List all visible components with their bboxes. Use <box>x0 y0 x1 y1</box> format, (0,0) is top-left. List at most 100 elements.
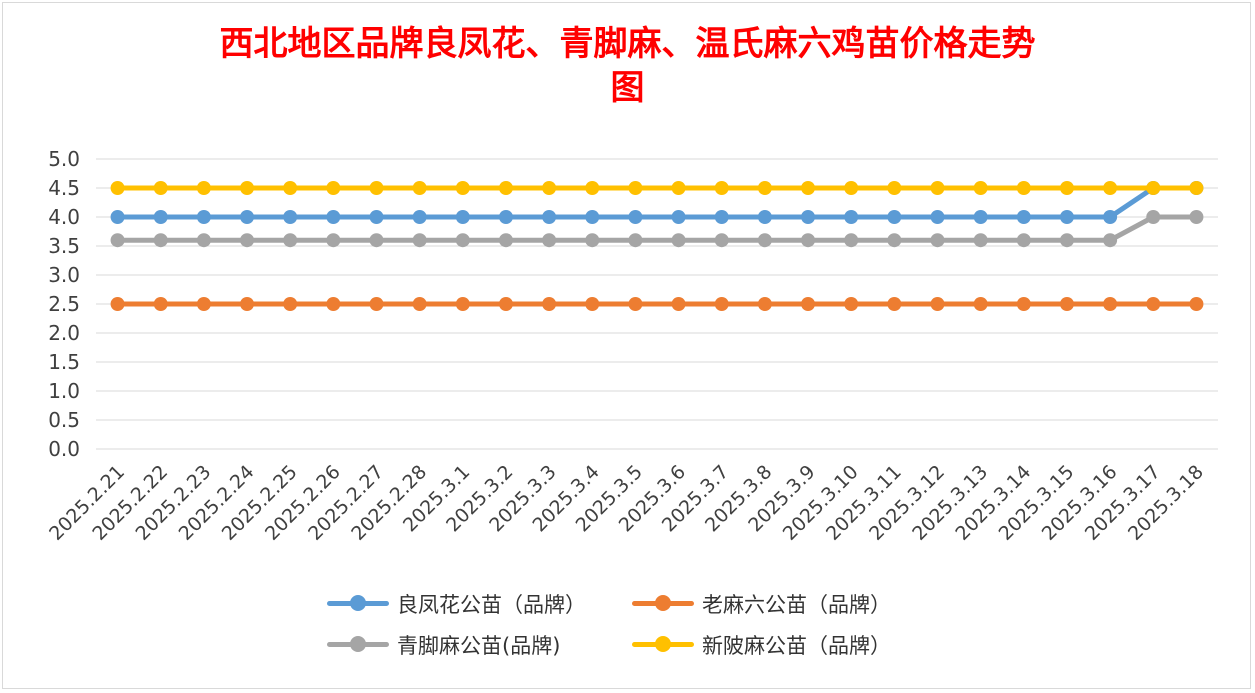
series-2-point-24 <box>1146 210 1161 224</box>
series-1-point-2 <box>196 297 211 311</box>
series-2-point-11 <box>585 233 600 248</box>
y-tick-label-1: 0.5 <box>48 408 80 432</box>
series-2-point-23 <box>1103 233 1118 248</box>
series-3-point-12 <box>628 181 643 195</box>
series-2-point-12 <box>628 233 643 248</box>
series-1-point-20 <box>973 297 988 311</box>
legend-label-series-2: 青脚麻公苗(品牌) <box>397 633 561 658</box>
series-2-point-19 <box>930 233 945 248</box>
y-tick-label-5: 2.5 <box>48 292 80 316</box>
chart-title-line-1: 西北地区品牌良凤花、青脚麻、温氏麻六鸡苗价格走势 <box>219 24 1036 64</box>
legend-label-series-1: 老麻六公苗（品牌） <box>702 592 891 617</box>
series-2-point-7 <box>412 233 427 248</box>
series-1-point-6 <box>369 297 384 311</box>
series-3-point-9 <box>498 181 513 195</box>
series-2-point-14 <box>714 233 729 248</box>
series-2-point-9 <box>498 233 513 248</box>
series-2-point-13 <box>671 233 686 248</box>
series-2-point-25 <box>1189 210 1204 224</box>
series-2-point-15 <box>757 233 772 248</box>
series-2-point-22 <box>1059 233 1074 248</box>
series-0-point-9 <box>498 210 513 224</box>
series-0-point-0 <box>110 210 125 224</box>
series-2-point-20 <box>973 233 988 248</box>
series-3-point-19 <box>930 181 945 195</box>
series-3-point-14 <box>714 181 729 195</box>
series-1-point-0 <box>110 297 125 311</box>
series-3-point-7 <box>412 181 427 195</box>
series-3-point-3 <box>240 181 255 195</box>
series-line-2 <box>115 214 1199 243</box>
legend-item-series-0[interactable]: 良凤花公苗（品牌） <box>325 590 630 617</box>
series-0-point-10 <box>542 210 557 224</box>
series-1-point-9 <box>498 297 513 311</box>
series-3-point-22 <box>1059 181 1074 195</box>
series-3-point-15 <box>757 181 772 195</box>
series-3-point-16 <box>801 181 816 195</box>
series-1-point-14 <box>714 297 729 311</box>
series-2-point-21 <box>1016 233 1031 248</box>
series-3-point-25 <box>1189 181 1204 195</box>
series-0-point-23 <box>1103 210 1118 224</box>
series-1-point-10 <box>542 297 557 311</box>
series-3-point-24 <box>1146 181 1161 195</box>
series-0-point-12 <box>628 210 643 224</box>
series-0-point-3 <box>240 210 255 224</box>
legend-swatch-series-1 <box>630 590 696 617</box>
series-3-point-0 <box>110 181 125 195</box>
series-0-point-19 <box>930 210 945 224</box>
legend-item-series-3[interactable]: 新陂麻公苗（品牌） <box>630 631 960 658</box>
series-0-point-13 <box>671 210 686 224</box>
y-tick-label-7: 3.5 <box>48 234 80 258</box>
series-1-point-3 <box>240 297 255 311</box>
series-3-point-6 <box>369 181 384 195</box>
series-1-point-18 <box>887 297 902 311</box>
series-1-point-19 <box>930 297 945 311</box>
y-tick-label-3: 1.5 <box>48 350 80 374</box>
series-0-point-5 <box>326 210 341 224</box>
series-2-point-1 <box>153 233 168 248</box>
legend-swatch-series-3 <box>630 631 696 658</box>
legend: 良凤花公苗（品牌） 老麻六公苗（品牌） 青脚麻公苗(品牌) 新陂麻公苗（品牌） <box>325 590 965 658</box>
y-tick-label-6: 3.0 <box>48 263 80 287</box>
series-1-point-21 <box>1016 297 1031 311</box>
series-1-point-1 <box>153 297 168 311</box>
series-3-point-11 <box>585 181 600 195</box>
series-3-point-21 <box>1016 181 1031 195</box>
chart-title: 西北地区品牌良凤花、青脚麻、温氏麻六鸡苗价格走势 图 <box>0 22 1255 110</box>
series-1-point-16 <box>801 297 816 311</box>
y-tick-label-9: 4.5 <box>48 176 80 200</box>
legend-label-series-0: 良凤花公苗（品牌） <box>397 592 586 617</box>
series-1-point-22 <box>1059 297 1074 311</box>
series-1-point-25 <box>1189 297 1204 311</box>
legend-item-series-2[interactable]: 青脚麻公苗(品牌) <box>325 631 630 658</box>
series-2-point-0 <box>110 233 125 248</box>
series-3-point-13 <box>671 181 686 195</box>
y-tick-label-8: 4.0 <box>48 205 80 229</box>
series-2-point-5 <box>326 233 341 248</box>
series-0-point-1 <box>153 210 168 224</box>
series-0-point-14 <box>714 210 729 224</box>
series-0-point-15 <box>757 210 772 224</box>
series-0-point-6 <box>369 210 384 224</box>
series-2-point-2 <box>196 233 211 248</box>
series-2-point-8 <box>455 233 470 248</box>
series-1-point-15 <box>757 297 772 311</box>
series-3-point-1 <box>153 181 168 195</box>
series-0-point-7 <box>412 210 427 224</box>
series-3-point-8 <box>455 181 470 195</box>
series-2-point-3 <box>240 233 255 248</box>
series-0-point-8 <box>455 210 470 224</box>
series-0-point-20 <box>973 210 988 224</box>
series-3-point-17 <box>844 181 859 195</box>
legend-item-series-1[interactable]: 老麻六公苗（品牌） <box>630 590 960 617</box>
series-0-point-4 <box>283 210 298 224</box>
series-2-point-17 <box>844 233 859 248</box>
series-3-point-20 <box>973 181 988 195</box>
series-0-point-18 <box>887 210 902 224</box>
series-0-point-22 <box>1059 210 1074 224</box>
legend-label-series-3: 新陂麻公苗（品牌） <box>702 633 891 658</box>
series-1-point-5 <box>326 297 341 311</box>
